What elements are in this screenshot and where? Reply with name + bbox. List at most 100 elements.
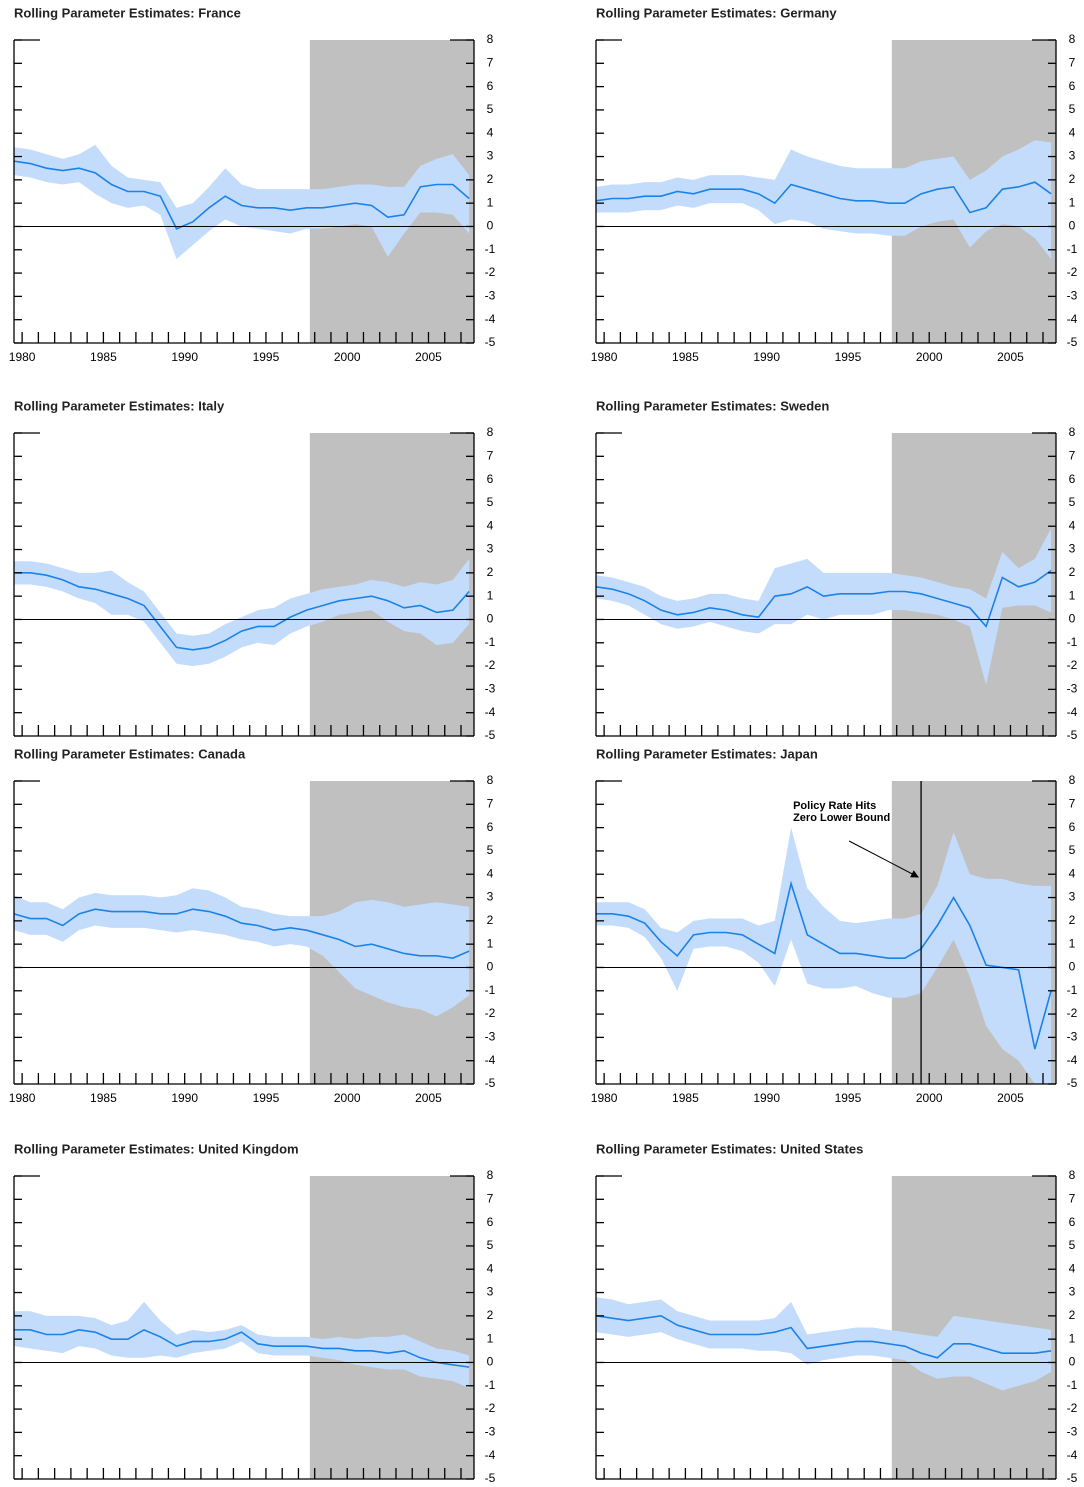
chart-title: Rolling Parameter Estimates: United Stat… xyxy=(596,1141,863,1156)
chart-title: Rolling Parameter Estimates: Sweden xyxy=(596,398,829,413)
x-tick-label: 1995 xyxy=(253,350,280,364)
y-tick-label: -1 xyxy=(1067,635,1078,649)
y-tick-label: -1 xyxy=(1067,1378,1078,1392)
shaded-period xyxy=(309,1176,474,1479)
estimate-line xyxy=(14,572,470,651)
y-tick-label: -5 xyxy=(1067,1076,1078,1090)
y-tick-label: 0 xyxy=(487,1355,494,1369)
y-tick-label: -2 xyxy=(1067,1401,1078,1415)
y-tick-label: 0 xyxy=(1069,960,1076,974)
y-tick-label: -4 xyxy=(485,705,496,719)
y-tick-label: 5 xyxy=(487,843,494,857)
chart-title: Rolling Parameter Estimates: Germany xyxy=(596,5,837,20)
y-tick-label: -3 xyxy=(485,1425,496,1439)
y-tick-label: 8 xyxy=(1069,1168,1076,1182)
y-tick-label: 2 xyxy=(487,913,494,927)
annotation-text: Zero Lower Bound xyxy=(793,812,890,824)
y-tick-label: 5 xyxy=(487,1238,494,1252)
y-tick-label: 4 xyxy=(487,518,494,532)
y-tick-label: 5 xyxy=(1069,102,1076,116)
y-tick-label: 2 xyxy=(1069,172,1076,186)
y-tick-label: 8 xyxy=(487,32,494,46)
y-tick-label: 8 xyxy=(487,425,494,439)
y-tick-label: 7 xyxy=(487,55,494,69)
y-tick-label: 6 xyxy=(487,1215,494,1229)
x-tick-label: 1995 xyxy=(835,1091,862,1105)
y-tick-label: -5 xyxy=(485,1076,496,1090)
x-tick-label: 2005 xyxy=(415,1091,442,1105)
y-tick-label: 7 xyxy=(487,1191,494,1205)
y-tick-label: 3 xyxy=(487,542,494,556)
y-tick-label: -3 xyxy=(1067,1425,1078,1439)
y-tick-label: -5 xyxy=(485,728,496,742)
annotation-text: Policy Rate Hits xyxy=(793,800,876,812)
x-tick-label: 2005 xyxy=(997,350,1024,364)
y-tick-label: 3 xyxy=(1069,1285,1076,1299)
x-tick-label: 1980 xyxy=(591,1091,618,1105)
y-tick-label: -2 xyxy=(485,1006,496,1020)
estimate-line xyxy=(596,880,1052,1050)
y-tick-label: 3 xyxy=(1069,542,1076,556)
y-tick-label: 2 xyxy=(487,1308,494,1322)
y-tick-label: 3 xyxy=(1069,890,1076,904)
y-tick-label: -4 xyxy=(1067,705,1078,719)
y-tick-label: 7 xyxy=(1069,55,1076,69)
y-tick-label: 0 xyxy=(1069,219,1076,233)
estimate-line xyxy=(595,569,1052,629)
y-tick-label: -4 xyxy=(1067,1053,1078,1067)
chart-title: Rolling Parameter Estimates: Canada xyxy=(14,746,246,761)
confidence-band xyxy=(596,528,1052,685)
y-tick-label: -4 xyxy=(485,1448,496,1462)
y-tick-label: 6 xyxy=(1069,79,1076,93)
y-tick-label: 8 xyxy=(487,773,494,787)
x-tick-label: 1990 xyxy=(171,1091,198,1105)
x-tick-label: 2000 xyxy=(334,1091,361,1105)
chart-title: Rolling Parameter Estimates: Italy xyxy=(14,398,225,413)
y-tick-label: -5 xyxy=(1067,335,1078,349)
y-tick-label: 0 xyxy=(1069,612,1076,626)
y-tick-label: 6 xyxy=(487,472,494,486)
y-tick-label: 6 xyxy=(1069,820,1076,834)
x-tick-label: 1990 xyxy=(753,350,780,364)
y-tick-label: 8 xyxy=(1069,773,1076,787)
y-tick-label: 2 xyxy=(1069,565,1076,579)
y-tick-label: -3 xyxy=(485,682,496,696)
x-tick-label: 1985 xyxy=(90,350,117,364)
y-tick-label: -3 xyxy=(485,289,496,303)
x-tick-label: 1980 xyxy=(9,350,36,364)
x-tick-label: 1980 xyxy=(591,350,618,364)
estimate-line xyxy=(14,1328,470,1368)
annotation-arrow xyxy=(848,840,919,878)
chart-title: Rolling Parameter Estimates: Japan xyxy=(596,746,818,761)
x-tick-label: 1995 xyxy=(835,350,862,364)
y-tick-label: -1 xyxy=(1067,983,1078,997)
y-tick-label: 7 xyxy=(1069,1191,1076,1205)
y-tick-label: 4 xyxy=(487,125,494,139)
y-tick-label: -3 xyxy=(1067,1030,1078,1044)
chart-title: Rolling Parameter Estimates: France xyxy=(14,5,241,20)
estimate-line xyxy=(595,1315,1052,1359)
chart-title: Rolling Parameter Estimates: United King… xyxy=(14,1141,299,1156)
y-tick-label: 7 xyxy=(1069,448,1076,462)
y-tick-label: 5 xyxy=(1069,843,1076,857)
y-tick-label: 2 xyxy=(1069,1308,1076,1322)
x-tick-label: 1985 xyxy=(672,1091,699,1105)
x-tick-label: 2000 xyxy=(916,1091,943,1105)
confidence-band xyxy=(14,888,470,1017)
x-tick-label: 1985 xyxy=(90,1091,117,1105)
estimate-line xyxy=(595,181,1052,214)
y-tick-label: -4 xyxy=(1067,1448,1078,1462)
y-tick-label: 1 xyxy=(1069,936,1076,950)
y-tick-label: 8 xyxy=(1069,32,1076,46)
x-tick-label: 1980 xyxy=(9,1091,36,1105)
y-tick-label: -5 xyxy=(485,1471,496,1485)
x-tick-label: 1985 xyxy=(672,350,699,364)
confidence-band xyxy=(14,1301,470,1389)
y-tick-label: -1 xyxy=(1067,242,1078,256)
y-tick-label: -1 xyxy=(485,242,496,256)
y-tick-label: 5 xyxy=(487,102,494,116)
x-tick-label: 1990 xyxy=(753,1091,780,1105)
estimate-line xyxy=(13,160,470,230)
y-tick-label: 2 xyxy=(487,172,494,186)
